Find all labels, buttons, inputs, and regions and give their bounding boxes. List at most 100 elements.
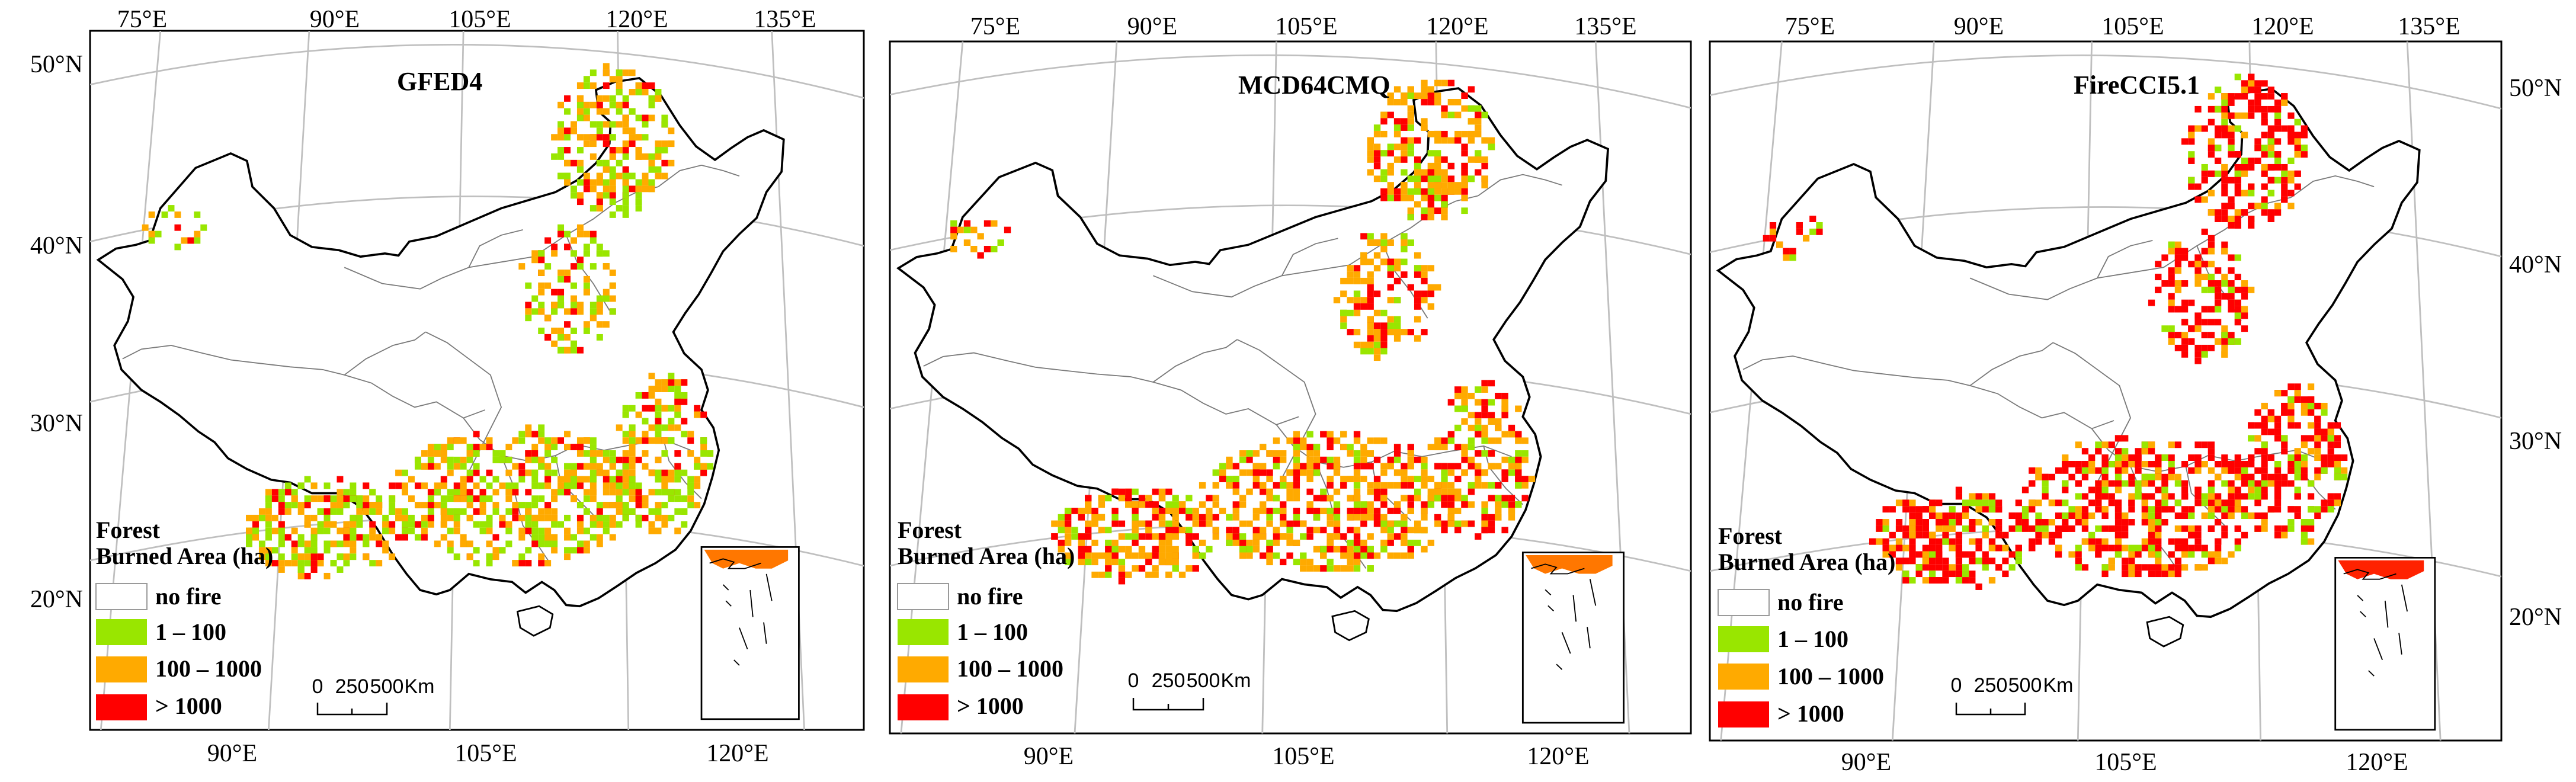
burned-cell xyxy=(265,527,272,534)
burned-cell xyxy=(2215,499,2222,507)
burned-cell xyxy=(2075,467,2082,474)
burned-cell xyxy=(551,250,558,257)
burned-cell xyxy=(1260,444,1267,451)
burned-cell xyxy=(2281,531,2288,539)
burned-cell xyxy=(1955,577,1963,584)
burned-cell xyxy=(1915,551,1923,558)
burned-cell xyxy=(440,444,447,450)
burned-cell xyxy=(609,463,616,470)
burned-cell xyxy=(1367,508,1374,514)
burned-cell xyxy=(2221,274,2228,281)
burned-cell xyxy=(2194,525,2202,532)
burned-cell xyxy=(1521,456,1529,463)
burned-cell xyxy=(570,328,577,334)
burned-cell xyxy=(1219,508,1226,514)
burned-cell xyxy=(1260,501,1267,508)
burned-cell xyxy=(1508,424,1516,431)
burned-cell xyxy=(1407,546,1414,553)
burned-cell xyxy=(1915,525,1923,532)
burned-cell xyxy=(2148,299,2155,306)
burned-cell xyxy=(2075,480,2082,487)
burned-cell xyxy=(538,282,545,289)
burned-cell xyxy=(1226,482,1233,489)
burned-cell xyxy=(2148,571,2155,578)
burned-cell xyxy=(558,437,565,444)
burned-cell xyxy=(642,172,649,180)
burned-cell xyxy=(1393,118,1401,125)
burned-cell xyxy=(1165,508,1172,514)
burned-cell xyxy=(1407,329,1414,335)
burned-cell xyxy=(2194,125,2202,132)
burned-cell xyxy=(2035,525,2042,532)
burned-cell xyxy=(2241,480,2248,487)
burned-cell xyxy=(576,347,584,354)
burned-cell xyxy=(1165,501,1172,508)
burned-cell xyxy=(2101,480,2109,487)
burned-cell xyxy=(2141,493,2148,500)
burned-cell xyxy=(1327,559,1334,566)
burned-cell xyxy=(1051,520,1058,527)
burned-cell xyxy=(681,392,688,399)
burned-cell xyxy=(1273,527,1280,534)
burned-cell xyxy=(2088,544,2096,552)
legend-label: 1 – 100 xyxy=(155,618,226,645)
burned-cell xyxy=(1909,512,1916,520)
burned-cell xyxy=(1199,539,1206,546)
burned-cell xyxy=(1111,546,1119,553)
burned-cell xyxy=(1327,520,1334,527)
burned-cell xyxy=(2155,551,2162,558)
burned-cell xyxy=(544,527,552,534)
burned-cell xyxy=(2161,519,2168,525)
burned-cell xyxy=(1327,444,1334,451)
burned-cell xyxy=(1340,309,1347,316)
burned-cell xyxy=(297,534,305,541)
burned-cell xyxy=(427,450,434,457)
burned-cell xyxy=(661,386,668,392)
burned-cell xyxy=(2055,551,2062,558)
burned-cell xyxy=(2221,216,2228,222)
burned-cell xyxy=(1306,463,1313,470)
burned-cell xyxy=(642,179,649,186)
burned-cell xyxy=(1199,514,1206,521)
burned-cell xyxy=(2128,564,2135,571)
burned-cell xyxy=(297,572,305,579)
burned-cell xyxy=(2161,564,2168,571)
burned-cell xyxy=(635,456,642,463)
burned-cell xyxy=(1252,514,1260,521)
burned-cell xyxy=(1353,533,1361,540)
burned-cell xyxy=(2215,286,2222,293)
burned-cell xyxy=(661,502,668,509)
burned-cell xyxy=(1327,539,1334,546)
burned-cell xyxy=(1353,341,1361,348)
burned-cell xyxy=(2267,151,2274,158)
burned-cell xyxy=(616,495,623,502)
burned-cell xyxy=(2128,461,2135,467)
burned-cell xyxy=(2261,112,2268,119)
burned-cell xyxy=(635,147,642,153)
burned-cell xyxy=(564,243,571,251)
burned-cell xyxy=(1427,539,1434,546)
burned-cell xyxy=(609,198,616,206)
burned-cell xyxy=(1495,418,1502,425)
burned-cell xyxy=(2267,428,2274,435)
burned-cell xyxy=(1447,482,1455,489)
burned-cell xyxy=(2181,480,2189,487)
burned-cell xyxy=(2114,525,2122,532)
burned-cell xyxy=(570,463,577,470)
burned-cell xyxy=(583,282,590,289)
burned-cell xyxy=(622,456,629,463)
burned-cell xyxy=(661,379,668,386)
burned-cell xyxy=(1078,533,1085,540)
burned-cell xyxy=(616,508,623,515)
burned-cell xyxy=(2228,306,2235,313)
burned-cell xyxy=(2108,493,2115,500)
burned-cell xyxy=(616,69,623,76)
burned-cell xyxy=(1306,533,1313,540)
burned-cell xyxy=(1407,539,1414,546)
burned-cell xyxy=(2148,448,2155,455)
burned-cell xyxy=(350,553,357,560)
burned-cell xyxy=(2181,512,2189,520)
burned-cell xyxy=(1434,520,1441,527)
burned-cell xyxy=(2294,390,2301,397)
burned-cell xyxy=(525,450,532,457)
